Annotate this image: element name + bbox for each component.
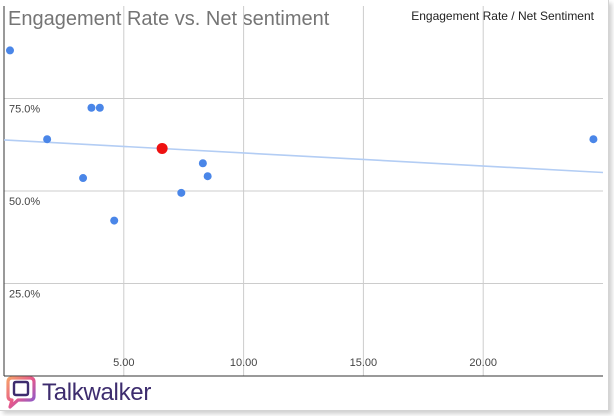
data-point	[589, 135, 598, 144]
data-point	[79, 174, 88, 183]
data-point	[110, 216, 119, 225]
scatter-plot: 5.00 10.00 15.00 20.00 25.0% 50.0% 75.0%	[3, 6, 604, 377]
data-point	[87, 103, 96, 112]
trendline	[3, 139, 604, 174]
data-point	[198, 159, 207, 168]
data-point	[43, 135, 52, 144]
data-point	[203, 172, 212, 181]
x-tick-label: 10.00	[230, 357, 258, 369]
x-tick-label: 5.00	[113, 357, 134, 369]
chart-title: Engagement Rate vs. Net sentiment	[8, 8, 330, 30]
data-point	[95, 103, 104, 112]
talkwalker-logo-icon	[6, 376, 36, 409]
tick-labels: 5.00 10.00 15.00 20.00 25.0% 50.0% 75.0%	[9, 104, 497, 370]
data-points	[5, 46, 598, 225]
legend-entry: Engagement Rate / Net Sentiment	[411, 9, 594, 23]
highlighted-data-point	[156, 142, 168, 154]
x-tick-label: 20.00	[469, 357, 497, 369]
grid-lines	[3, 6, 603, 377]
y-tick-label: 50.0%	[9, 196, 40, 208]
data-point	[5, 46, 14, 55]
x-tick-label: 15.00	[350, 357, 378, 369]
talkwalker-logo: Talkwalker	[4, 376, 151, 410]
y-tick-label: 75.0%	[9, 104, 40, 116]
y-tick-label: 25.0%	[9, 289, 40, 301]
brand-name: Talkwalker	[42, 379, 152, 406]
trendline-path	[3, 139, 604, 174]
chart-frame: Engagement Rate vs. Net sentiment Engage…	[0, 0, 609, 411]
data-point	[177, 188, 186, 197]
